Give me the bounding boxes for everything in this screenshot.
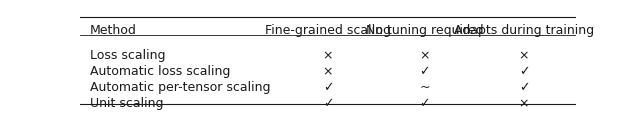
- Text: ✓: ✓: [323, 97, 333, 110]
- Text: ~: ~: [419, 81, 430, 94]
- Text: Unit scaling: Unit scaling: [90, 97, 163, 110]
- Text: Loss scaling: Loss scaling: [90, 49, 165, 62]
- Text: ×: ×: [323, 49, 333, 62]
- Text: ×: ×: [518, 97, 529, 110]
- Text: ×: ×: [419, 49, 430, 62]
- Text: ×: ×: [323, 65, 333, 78]
- Text: ✓: ✓: [518, 65, 529, 78]
- Text: Fine-grained scaling: Fine-grained scaling: [265, 24, 391, 37]
- Text: ✓: ✓: [419, 65, 430, 78]
- Text: Automatic loss scaling: Automatic loss scaling: [90, 65, 230, 78]
- Text: Adapts during training: Adapts during training: [454, 24, 594, 37]
- Text: ✓: ✓: [419, 97, 430, 110]
- Text: ✓: ✓: [323, 81, 333, 94]
- Text: No tuning required: No tuning required: [366, 24, 484, 37]
- Text: Automatic per-tensor scaling: Automatic per-tensor scaling: [90, 81, 271, 94]
- Text: Method: Method: [90, 24, 137, 37]
- Text: ×: ×: [518, 49, 529, 62]
- Text: ✓: ✓: [518, 81, 529, 94]
